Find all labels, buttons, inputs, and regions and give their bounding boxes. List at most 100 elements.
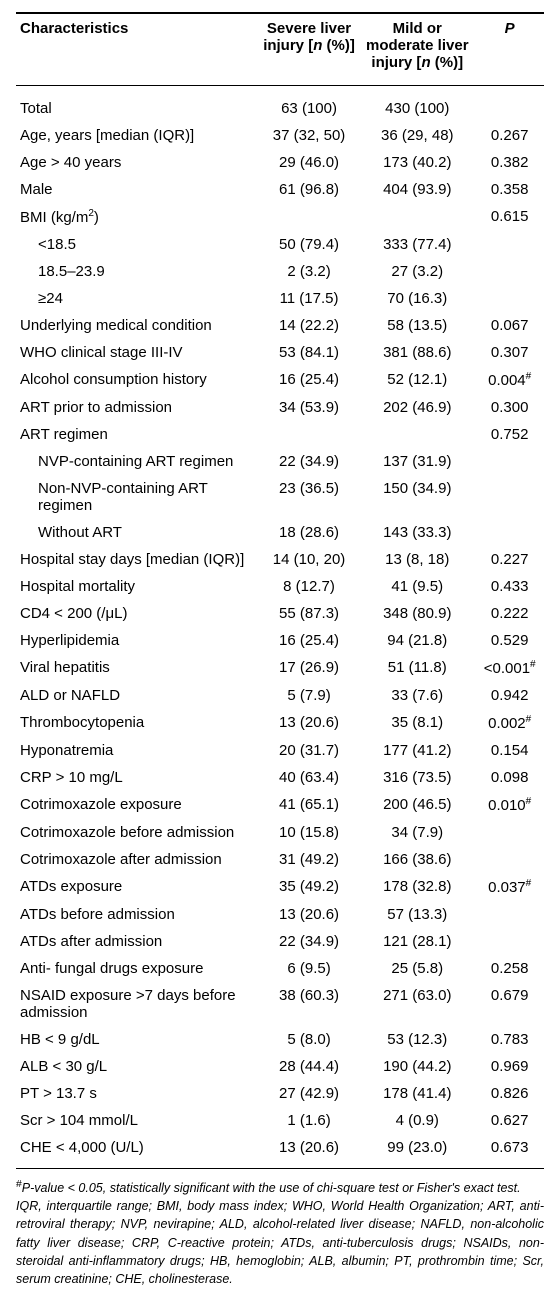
cell-p <box>475 846 544 873</box>
cell-mild: 381 (88.6) <box>359 339 475 366</box>
cell-p: 0.258 <box>475 955 544 982</box>
table-row: BMI (kg/m2) 0.615 <box>16 203 544 231</box>
cell-severe <box>259 421 359 448</box>
cell-mild: 166 (38.6) <box>359 846 475 873</box>
cell-p: 0.010# <box>475 791 544 819</box>
cell-severe: 8 (12.7) <box>259 573 359 600</box>
table-row: Underlying medical condition14 (22.2)58 … <box>16 312 544 339</box>
cell-characteristic: ATDs before admission <box>16 901 259 928</box>
cell-p: <0.001# <box>475 654 544 682</box>
table-row: Total63 (100)430 (100) <box>16 86 544 123</box>
cell-mild: 178 (32.8) <box>359 873 475 901</box>
cell-characteristic: Anti- fungal drugs exposure <box>16 955 259 982</box>
table-row: CD4 < 200 (/μL)55 (87.3)348 (80.9)0.222 <box>16 600 544 627</box>
table-row: Without ART18 (28.6)143 (33.3) <box>16 519 544 546</box>
table-row: ATDs before admission13 (20.6)57 (13.3) <box>16 901 544 928</box>
table-row: WHO clinical stage III-IV53 (84.1)381 (8… <box>16 339 544 366</box>
cell-mild: 200 (46.5) <box>359 791 475 819</box>
table-row: Alcohol consumption history16 (25.4)52 (… <box>16 366 544 394</box>
cell-p <box>475 819 544 846</box>
table-row: NVP-containing ART regimen22 (34.9)137 (… <box>16 448 544 475</box>
cell-characteristic: ALB < 30 g/L <box>16 1053 259 1080</box>
cell-mild: 51 (11.8) <box>359 654 475 682</box>
cell-p <box>475 258 544 285</box>
cell-mild: 58 (13.5) <box>359 312 475 339</box>
cell-p: 0.307 <box>475 339 544 366</box>
cell-characteristic: Alcohol consumption history <box>16 366 259 394</box>
table-row: Hospital stay days [median (IQR)]14 (10,… <box>16 546 544 573</box>
cell-characteristic: Hospital mortality <box>16 573 259 600</box>
cell-severe: 37 (32, 50) <box>259 122 359 149</box>
cell-p: 0.433 <box>475 573 544 600</box>
cell-characteristic: ALD or NAFLD <box>16 682 259 709</box>
cell-characteristic: Cotrimoxazole exposure <box>16 791 259 819</box>
table-row: Age > 40 years29 (46.0)173 (40.2)0.382 <box>16 149 544 176</box>
table-row: ALB < 30 g/L28 (44.4)190 (44.2)0.969 <box>16 1053 544 1080</box>
cell-severe: 41 (65.1) <box>259 791 359 819</box>
cell-mild: 34 (7.9) <box>359 819 475 846</box>
cell-severe: 28 (44.4) <box>259 1053 359 1080</box>
cell-severe: 35 (49.2) <box>259 873 359 901</box>
cell-characteristic: NVP-containing ART regimen <box>16 448 259 475</box>
cell-p: 0.615 <box>475 203 544 231</box>
cell-severe <box>259 203 359 231</box>
cell-mild: 173 (40.2) <box>359 149 475 176</box>
table-row: Anti- fungal drugs exposure6 (9.5)25 (5.… <box>16 955 544 982</box>
table-row: ATDs exposure35 (49.2)178 (32.8)0.037# <box>16 873 544 901</box>
table-row: NSAID exposure >7 days before admission3… <box>16 982 544 1026</box>
cell-mild: 121 (28.1) <box>359 928 475 955</box>
table-body: Total63 (100)430 (100)Age, years [median… <box>16 86 544 1169</box>
table-row: Age, years [median (IQR)]37 (32, 50)36 (… <box>16 122 544 149</box>
header-severe: Severe liver injury [n (%)] <box>259 13 359 86</box>
cell-characteristic: <18.5 <box>16 231 259 258</box>
cell-p: 0.783 <box>475 1026 544 1053</box>
cell-characteristic: BMI (kg/m2) <box>16 203 259 231</box>
table-row: ART regimen0.752 <box>16 421 544 448</box>
cell-characteristic: Hospital stay days [median (IQR)] <box>16 546 259 573</box>
cell-characteristic: ATDs after admission <box>16 928 259 955</box>
cell-mild: 52 (12.1) <box>359 366 475 394</box>
table-row: Cotrimoxazole before admission10 (15.8)3… <box>16 819 544 846</box>
cell-p: 0.267 <box>475 122 544 149</box>
cell-p: 0.067 <box>475 312 544 339</box>
cell-severe: 17 (26.9) <box>259 654 359 682</box>
cell-characteristic: Cotrimoxazole before admission <box>16 819 259 846</box>
cell-characteristic: Male <box>16 176 259 203</box>
table-row: Hyponatremia20 (31.7)177 (41.2)0.154 <box>16 737 544 764</box>
cell-characteristic: Without ART <box>16 519 259 546</box>
cell-mild: 202 (46.9) <box>359 394 475 421</box>
header-characteristics: Characteristics <box>16 13 259 86</box>
cell-p: 0.627 <box>475 1107 544 1134</box>
cell-severe: 22 (34.9) <box>259 928 359 955</box>
cell-characteristic: CRP > 10 mg/L <box>16 764 259 791</box>
cell-severe: 14 (22.2) <box>259 312 359 339</box>
cell-characteristic: Non-NVP-containing ART regimen <box>16 475 259 519</box>
cell-severe: 5 (8.0) <box>259 1026 359 1053</box>
footnote: #P-value < 0.05, statistically significa… <box>16 1177 544 1288</box>
cell-severe: 40 (63.4) <box>259 764 359 791</box>
table-row: PT > 13.7 s27 (42.9)178 (41.4)0.826 <box>16 1080 544 1107</box>
cell-severe: 13 (20.6) <box>259 1134 359 1169</box>
cell-mild <box>359 203 475 231</box>
table-row: ≥2411 (17.5)70 (16.3) <box>16 285 544 312</box>
cell-characteristic: ≥24 <box>16 285 259 312</box>
cell-severe: 61 (96.8) <box>259 176 359 203</box>
cell-mild: 4 (0.9) <box>359 1107 475 1134</box>
cell-p: 0.752 <box>475 421 544 448</box>
table-row: Viral hepatitis17 (26.9)51 (11.8)<0.001# <box>16 654 544 682</box>
cell-p <box>475 231 544 258</box>
cell-severe: 6 (9.5) <box>259 955 359 982</box>
characteristics-table: Characteristics Severe liver injury [n (… <box>16 12 544 1169</box>
cell-mild: 348 (80.9) <box>359 600 475 627</box>
cell-mild: 13 (8, 18) <box>359 546 475 573</box>
cell-mild: 190 (44.2) <box>359 1053 475 1080</box>
cell-mild: 25 (5.8) <box>359 955 475 982</box>
cell-mild: 36 (29, 48) <box>359 122 475 149</box>
cell-characteristic: Total <box>16 86 259 123</box>
cell-characteristic: ART prior to admission <box>16 394 259 421</box>
cell-p <box>475 86 544 123</box>
cell-p <box>475 519 544 546</box>
table-row: HB < 9 g/dL5 (8.0)53 (12.3)0.783 <box>16 1026 544 1053</box>
cell-p: 0.037# <box>475 873 544 901</box>
cell-characteristic: Underlying medical condition <box>16 312 259 339</box>
